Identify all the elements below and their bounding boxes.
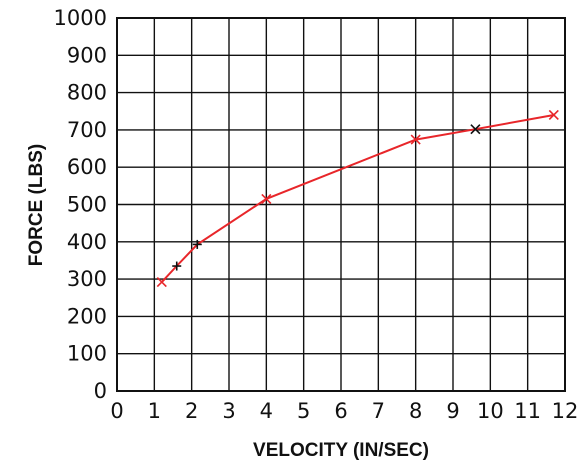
x-tick-label: 10 [477,399,504,423]
y-tick-label: 200 [67,304,107,328]
series-line [161,114,554,283]
x-tick-label: 9 [446,399,459,423]
x-axis-title: VELOCITY (IN/SEC) [253,440,429,461]
x-tick-label: 5 [297,399,310,423]
y-tick-label: 300 [67,267,107,291]
x-tick-label: 3 [222,399,235,423]
x-tick-label: 6 [334,399,347,423]
y-tick-label: 500 [67,193,107,217]
x-tick-label: 2 [185,399,198,423]
y-tick-label: 400 [67,230,107,254]
x-tick-label: 1 [148,399,161,423]
x-tick-label: 8 [409,399,422,423]
y-tick-label: 0 [94,379,107,403]
data-point-marker [470,124,481,135]
x-tick-label: 7 [372,399,385,423]
data-point-marker [172,261,182,271]
y-tick-label: 800 [67,81,107,105]
y-tick-label: 100 [67,342,107,366]
y-tick-label: 700 [67,118,107,142]
y-tick-label: 1000 [54,6,107,30]
grid-lines [117,18,565,391]
x-tick-label: 4 [260,399,273,423]
x-tick-label: 11 [514,399,541,423]
data-point-marker [192,239,202,249]
data-point-marker [261,193,272,204]
data-series [156,109,559,288]
y-tick-label: 600 [67,155,107,179]
x-tick-label: 0 [110,399,123,423]
x-tick-labels: 0 1 2 3 4 5 6 7 8 9 10 11 12 [110,399,578,423]
data-point-marker [156,277,167,288]
y-tick-labels: 0 100 200 300 400 500 600 700 800 900 1000 [54,6,107,403]
plot-border [116,17,566,392]
x-tick-label: 12 [552,399,579,423]
y-axis-title: FORCE (LBS) [26,144,47,266]
data-point-marker [410,134,421,145]
y-tick-label: 900 [67,43,107,67]
data-point-marker [548,109,559,121]
